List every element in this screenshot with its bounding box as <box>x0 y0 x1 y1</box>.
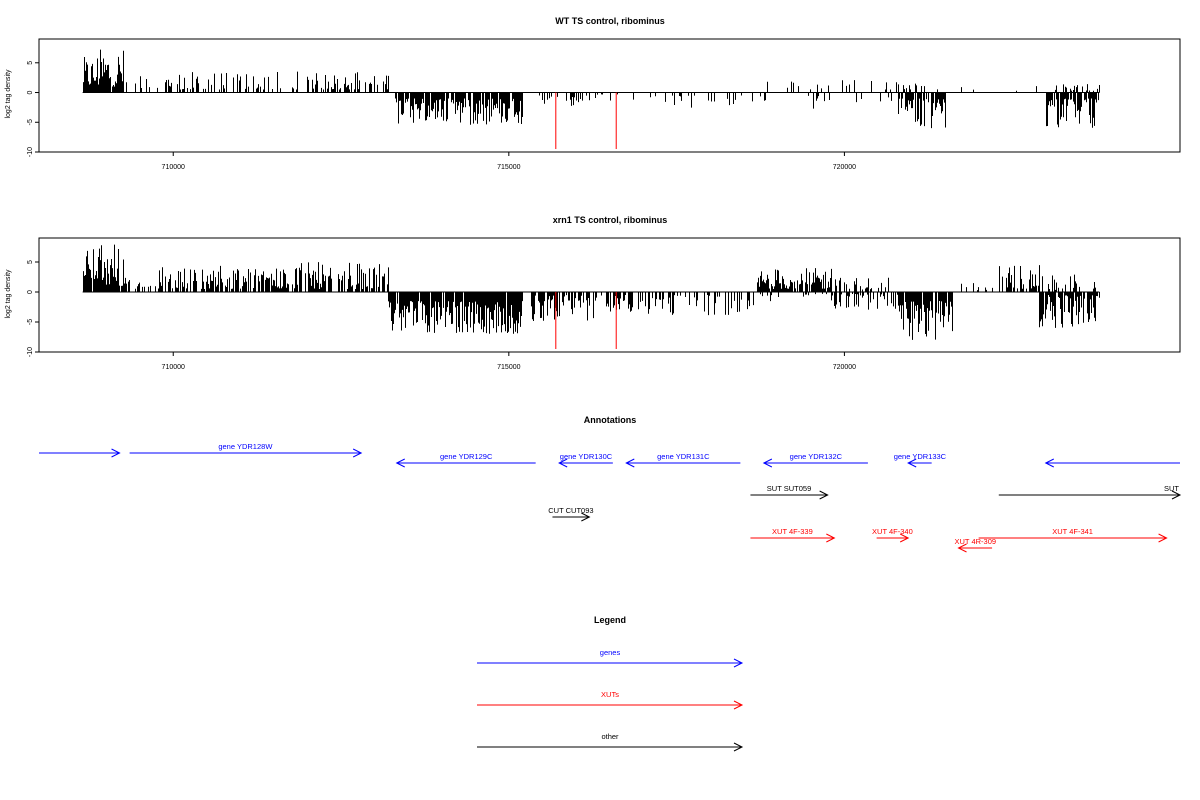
legend-arrowhead <box>733 700 744 710</box>
density-bars <box>83 49 1100 129</box>
y-tick-label: -10 <box>27 347 34 357</box>
track-wt-ts-control: WT TS control, ribominus log2 tag densit… <box>5 16 1181 171</box>
legend: Legend genes XUTs other <box>477 615 744 752</box>
feature-arrowhead <box>762 458 773 468</box>
feature-arrowhead <box>899 533 910 543</box>
annotation-other: CUT CUT093 <box>548 506 594 522</box>
feature-arrowhead <box>625 458 635 468</box>
feature-label: SUT <box>1164 484 1179 493</box>
feature-label: XUT 4R-309 <box>955 537 997 546</box>
feature-arrowhead <box>826 533 836 543</box>
legend-item-gene: genes <box>477 648 744 668</box>
feature-label: gene YDR133C <box>894 452 947 461</box>
legend-label: genes <box>600 648 621 657</box>
annotation-gene: gene YDR130C <box>558 452 613 468</box>
annotation-gene: gene YDR128W <box>129 442 363 458</box>
annotation-xut: XUT 4R-309 <box>955 537 997 553</box>
feature-label: XUT 4F-339 <box>772 527 813 536</box>
feature-label: SUT SUT059 <box>767 484 811 493</box>
x-tick-label: 720000 <box>833 164 856 171</box>
y-tick-label: 0 <box>27 290 34 294</box>
x-tick-label: 710000 <box>162 364 185 371</box>
y-tick-label: -5 <box>27 119 34 125</box>
y-axis-label: log2 tag density <box>5 269 12 319</box>
annotation-gene <box>1044 458 1180 468</box>
feature-label: gene YDR130C <box>560 452 613 461</box>
feature-arrowhead <box>1044 458 1054 468</box>
legend-arrowhead <box>733 658 744 668</box>
y-tick-label: -5 <box>27 319 34 325</box>
y-tick-label: 0 <box>27 90 34 94</box>
feature-label: gene YDR129C <box>440 452 493 461</box>
feature-label: XUT 4F-340 <box>872 527 913 536</box>
annotation-xut: XUT 4F-340 <box>872 527 913 543</box>
feature-label: gene YDR128W <box>218 442 273 451</box>
y-axis-label: log2 tag density <box>5 69 12 119</box>
legend-title: Legend <box>594 615 626 625</box>
feature-label: gene YDR132C <box>790 452 843 461</box>
x-axis: 710000 715000 720000 <box>162 352 856 371</box>
highlight-bars <box>555 92 617 150</box>
y-axis: -10 -5 0 5 <box>27 61 39 157</box>
x-tick-label: 720000 <box>833 364 856 371</box>
annotation-xut: XUT 4F-339 <box>750 527 836 543</box>
track-xrn1-ts-control: xrn1 TS control, ribominus log2 tag dens… <box>5 215 1181 371</box>
annotation-gene: gene YDR131C <box>625 452 741 468</box>
feature-arrowhead <box>819 490 829 500</box>
legend-items: genes XUTs other <box>477 648 744 752</box>
feature-label: XUT 4F-341 <box>1052 527 1093 536</box>
feature-arrowhead <box>1158 533 1168 543</box>
x-axis: 710000 715000 720000 <box>162 152 856 171</box>
feature-label: gene YDR131C <box>657 452 710 461</box>
density-bars <box>83 244 1100 340</box>
annotation-gene: gene YDR129C <box>395 452 536 468</box>
annotation-other: SUT SUT059 <box>750 484 829 500</box>
x-tick-label: 715000 <box>497 364 520 371</box>
feature-arrowhead <box>1171 490 1182 500</box>
legend-label: XUTs <box>601 690 619 699</box>
plot-frame <box>38 38 1181 153</box>
highlight-bars <box>555 292 617 349</box>
annotation-gene: gene YDR133C <box>894 452 947 468</box>
feature-arrowhead <box>352 448 363 458</box>
x-tick-label: 715000 <box>497 164 520 171</box>
annotations-title: Annotations <box>584 415 637 425</box>
feature-arrowhead <box>111 448 121 458</box>
y-tick-label: 5 <box>27 260 34 264</box>
legend-item-xut: XUTs <box>477 690 744 710</box>
legend-label: other <box>601 732 619 741</box>
y-tick-label: 5 <box>27 61 34 65</box>
x-tick-label: 710000 <box>162 164 185 171</box>
track-title: WT TS control, ribominus <box>555 16 665 26</box>
track-title: xrn1 TS control, ribominus <box>553 215 668 225</box>
annotation-other: SUT <box>998 484 1182 500</box>
feature-arrowhead <box>957 543 967 553</box>
legend-arrowhead <box>733 742 744 752</box>
annotation-xut: XUT 4F-341 <box>978 527 1168 543</box>
legend-item-other: other <box>477 732 744 752</box>
y-axis: -10 -5 0 5 <box>27 260 39 357</box>
feature-arrowhead <box>907 458 917 468</box>
annotation-gene: gene YDR132C <box>762 452 868 468</box>
annotation-features: gene YDR128W gene YDR129C gene YDR130C gene… <box>39 442 1182 553</box>
feature-arrowhead <box>581 512 591 522</box>
feature-label: CUT CUT093 <box>548 506 593 515</box>
feature-arrowhead <box>395 458 405 468</box>
y-tick-label: -10 <box>27 147 34 157</box>
feature-arrowhead <box>558 458 568 468</box>
plot-frame <box>38 237 1181 353</box>
annotation-gene <box>39 448 121 458</box>
